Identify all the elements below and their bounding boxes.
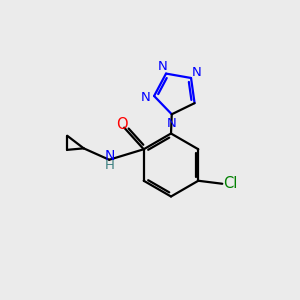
Text: N: N <box>192 66 202 79</box>
Text: N: N <box>167 117 177 130</box>
Text: H: H <box>105 159 115 172</box>
Text: N: N <box>105 148 115 163</box>
Text: N: N <box>158 59 167 73</box>
Text: N: N <box>141 91 151 104</box>
Text: O: O <box>116 116 128 131</box>
Text: Cl: Cl <box>224 176 238 191</box>
